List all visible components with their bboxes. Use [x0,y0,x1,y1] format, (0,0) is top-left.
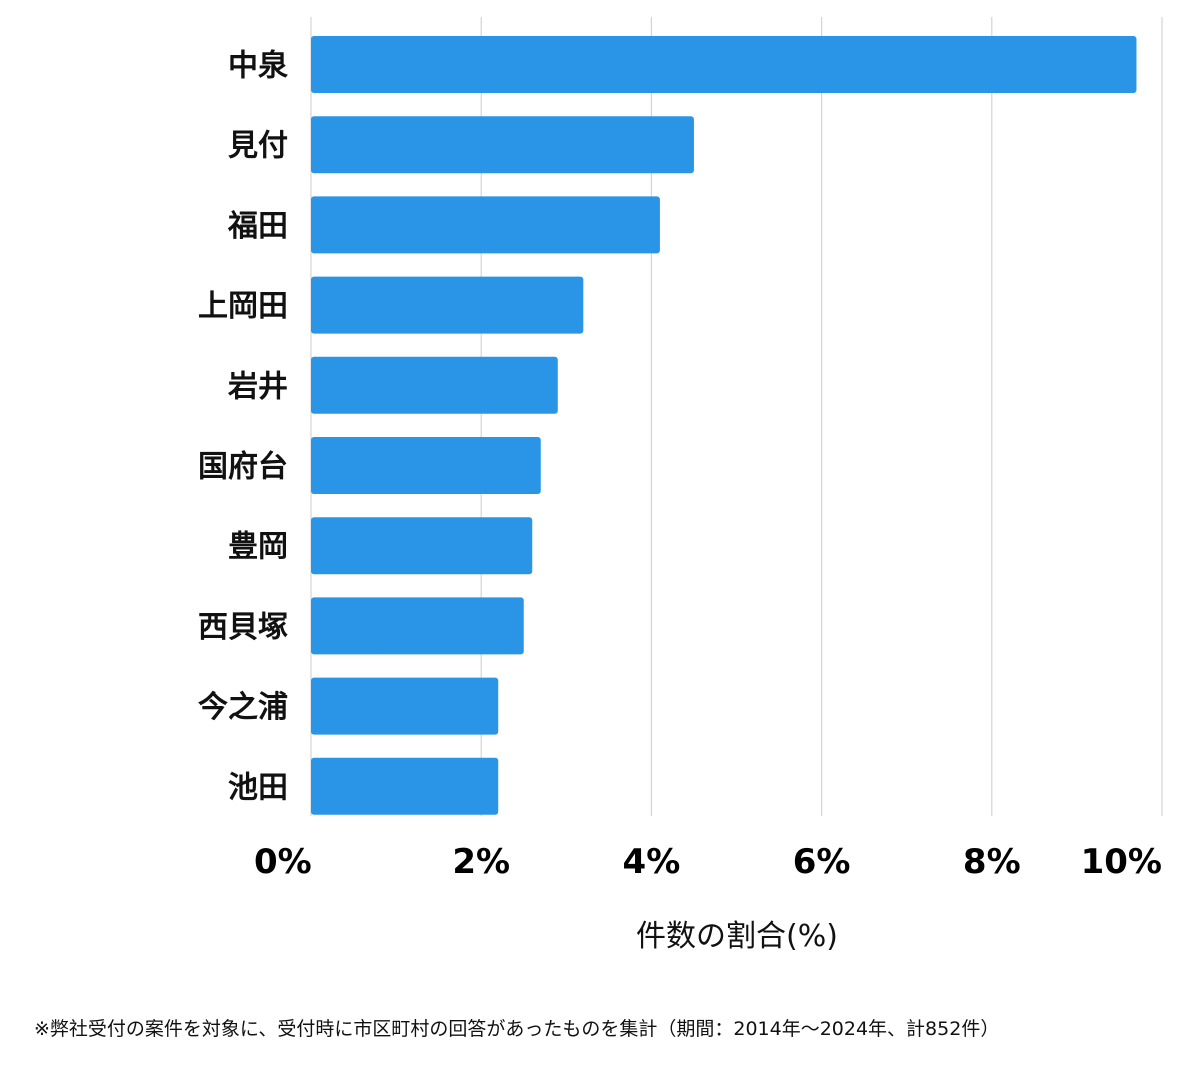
bar [311,357,558,414]
x-tick-label: 6% [793,842,851,882]
x-tick-labels: 0% 2% 4% 6% 8% 10% [254,842,1162,882]
category-label: 見付 [228,129,288,164]
bar [311,196,660,253]
x-tick-label: 4% [623,842,681,882]
category-label: 国府台 [198,450,288,485]
category-label: 池田 [228,770,288,805]
category-label: 福田 [227,209,288,244]
x-tick-label: 10% [1081,842,1162,882]
bar [311,517,532,574]
bars [311,36,1136,815]
bar [311,678,498,735]
bar [311,437,541,494]
bar [311,597,524,654]
x-tick-label: 0% [254,842,312,882]
category-label: 中泉 [228,49,288,84]
category-label: 西貝塚 [198,610,288,645]
category-label: 今之浦 [198,690,288,725]
category-label: 豊岡 [228,530,288,565]
x-tick-label: 8% [963,842,1021,882]
category-label: 岩井 [228,369,288,404]
footnote: ※弊社受付の案件を対象に、受付時に市区町村の回答があったものを集計（期間：201… [34,1014,1184,1041]
x-tick-label: 2% [452,842,510,882]
category-label: 上岡田 [198,289,288,324]
bar [311,36,1136,93]
bar [311,277,583,334]
bar [311,116,694,173]
bar [311,758,498,815]
x-axis-title: 件数の割合(%) [636,919,838,954]
